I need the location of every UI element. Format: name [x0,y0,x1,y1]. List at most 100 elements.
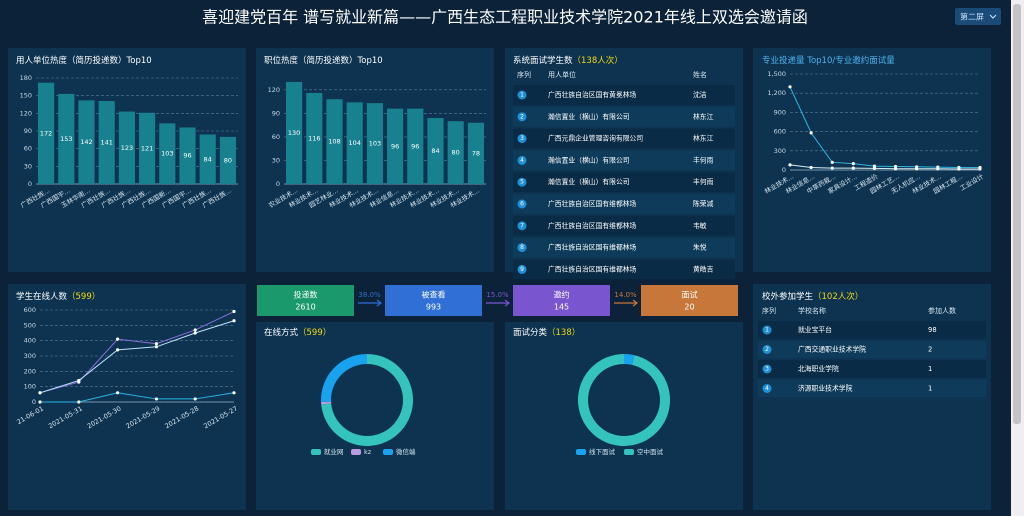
row-index: 4 [520,157,524,164]
funnel-value: 20 [684,303,694,312]
funnel-step [257,285,354,316]
bar-value-label: 121 [141,144,153,152]
table-cell: 丰何雨 [693,177,714,186]
table-cell: 沈洁 [693,90,707,99]
bar [286,81,303,184]
legend-swatch [624,449,634,455]
panel-title-text: 专业投递量 Top10/专业邀约面试量 [762,55,895,66]
table-cell: 98 [928,326,937,334]
row-badge [517,221,527,231]
funnel-label: 面试 [682,290,698,300]
table-cell: 1 [928,385,932,393]
panel-title-text: 系统面试学生数 [513,55,573,66]
panel [753,48,991,272]
table-header: 序列 [517,70,531,79]
funnel-step [385,285,482,316]
panel-title: 系统面试学生数（138人次） [513,55,623,66]
legend-label: 就业网 [324,447,344,456]
row-index: 1 [520,92,524,99]
panel [505,322,743,510]
bar [118,111,135,184]
table-row [758,340,986,359]
table-row [758,379,986,398]
bar-value-label: 84 [431,147,439,155]
line-point [193,397,197,401]
y-tick-label: 180 [20,74,32,82]
table-row [513,128,735,149]
dropdown-icon [989,14,997,19]
table-row [513,215,735,236]
y-tick-label: 600 [24,306,36,314]
bar-value-label: 96 [183,152,191,160]
line-point [893,167,898,171]
legend-swatch [311,449,321,455]
row-index: 2 [765,346,769,353]
screen-button-label[interactable]: 第二屏 [960,12,984,22]
line-series [39,311,235,394]
table-row [758,321,986,339]
bar [427,118,444,184]
panel-title: 校外参加学生（102人次） [762,291,863,302]
table-header: 用人单位 [548,70,576,79]
y-tick-label: 0 [28,180,32,188]
line-series [39,320,235,394]
line-point [38,400,42,404]
table-cell: 韦敏 [693,221,707,230]
funnel-step [641,285,738,316]
screen-button[interactable] [955,8,1001,25]
row-badge [762,384,772,393]
y-tick-label: 900 [774,108,786,116]
panel [256,322,494,510]
conversion-rate: 38.0% [358,291,381,299]
row-badge [517,264,527,274]
panel-title: 在线方式（599） [264,327,331,338]
bar [366,103,383,184]
scroll-thumb[interactable] [1013,4,1021,424]
bar-value-label: 78 [472,149,480,157]
row-index: 4 [765,385,769,392]
table-row [513,150,735,171]
bar [159,123,176,184]
panel-title-count: （599） [298,327,331,338]
bar [179,127,196,184]
y-tick-label: 90 [272,109,280,117]
line-point [872,166,877,170]
line-point [809,165,813,170]
line-point [788,85,792,89]
legend-swatch [351,449,361,455]
panel-title: 用人单位热度（简历投递数）Top10 [16,55,152,66]
y-tick-label: 120 [268,86,280,94]
bar [407,108,424,184]
row-badge [517,155,527,165]
table-cell: 朱悦 [693,243,707,252]
table-row [513,106,735,127]
y-tick-label: 1,200 [767,89,786,97]
funnel-label: 邀约 [554,290,570,300]
legend-swatch [576,449,586,455]
row-badge [762,364,772,374]
row-index: 8 [520,244,524,251]
line-point [872,164,877,168]
table-cell: 林东江 [693,134,714,143]
funnel-label: 投递数 [294,290,318,300]
bar-value-label: 123 [121,144,133,152]
table-row [513,172,735,193]
line-point [809,131,813,135]
line-point [77,378,81,383]
row-index: 2 [520,113,524,120]
table-header: 参加人数 [928,306,956,315]
bar-value-label: 172 [40,129,52,137]
line-point [77,400,81,404]
bar-value-label: 96 [411,142,419,150]
bar-value-label: 103 [369,140,381,148]
donut-slice [321,354,367,403]
bar [467,122,484,184]
panel-title-text: 面试分类 [513,327,548,338]
funnel-value: 2610 [295,303,315,312]
table-row [758,360,986,378]
line-point [116,348,120,352]
row-index: 3 [520,135,524,142]
panel-title-text: 校外参加学生 [762,291,814,302]
bar-value-label: 141 [100,138,112,146]
y-tick-label: 30 [24,162,32,170]
